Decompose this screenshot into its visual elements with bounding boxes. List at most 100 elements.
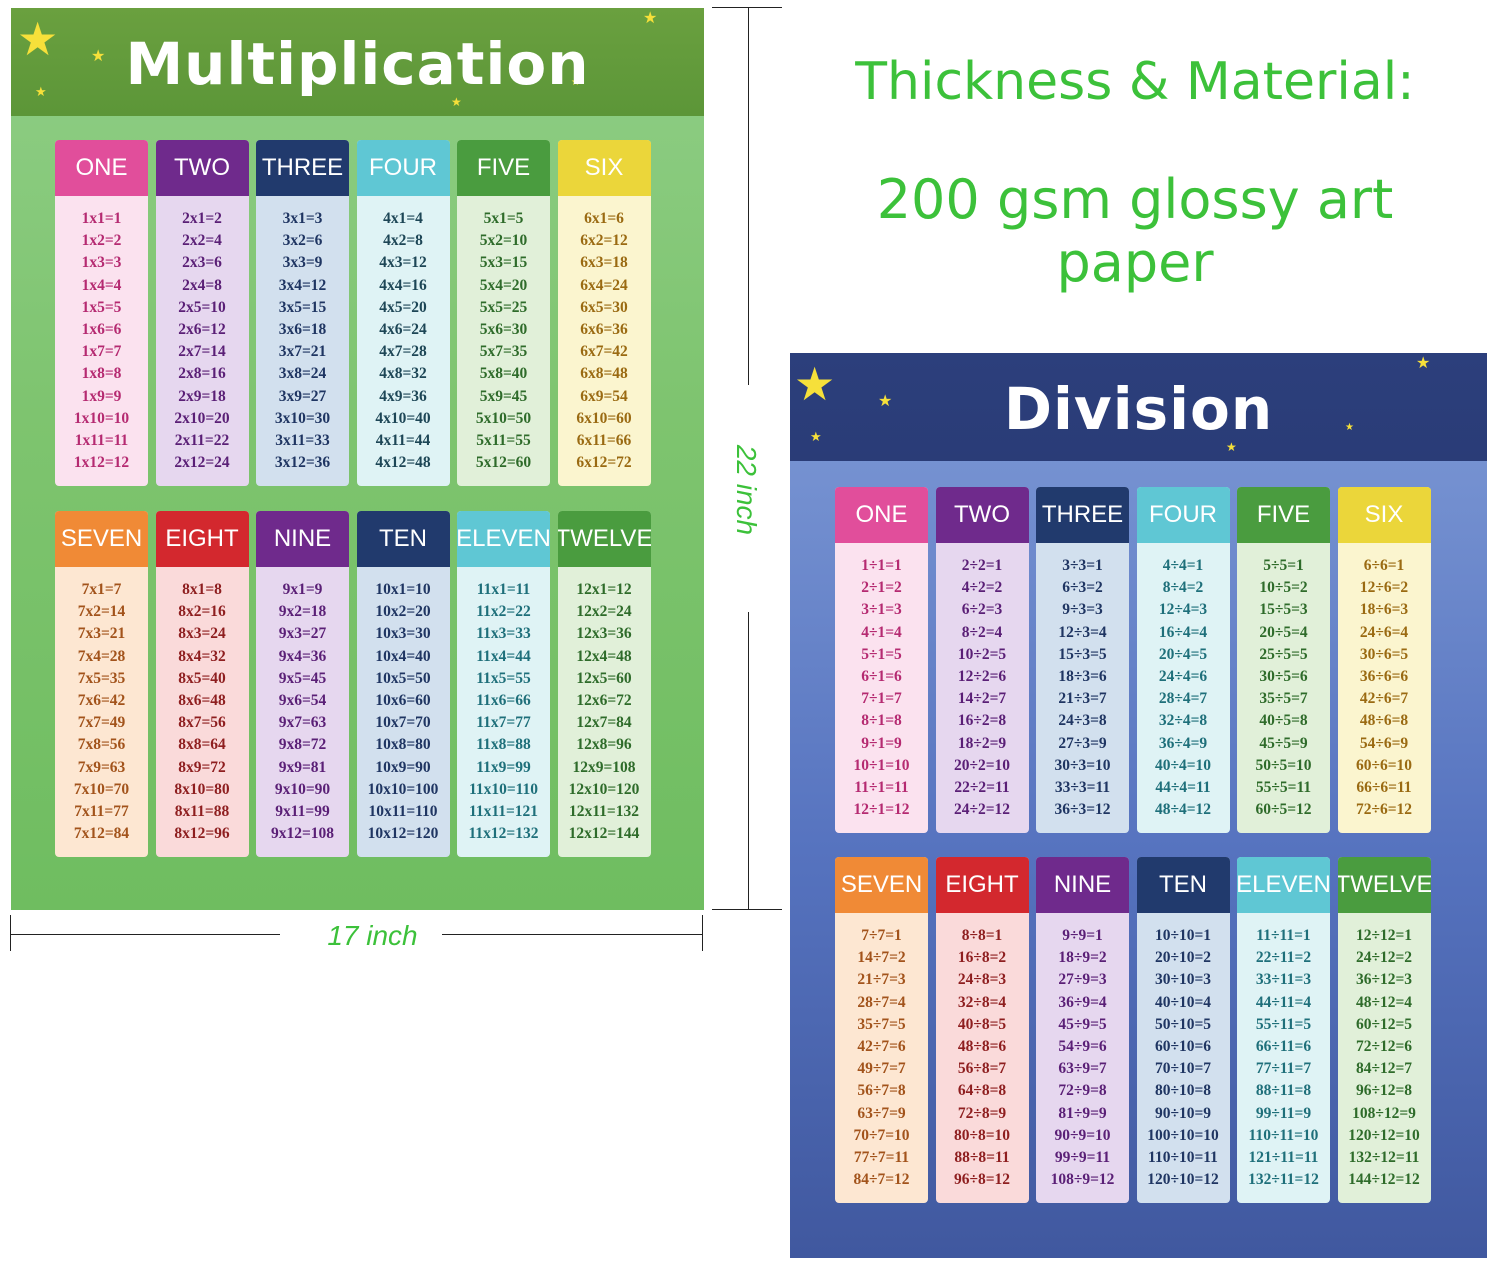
table-fact: 12÷3=4: [1058, 623, 1107, 641]
table-fact: 45÷5=9: [1259, 734, 1308, 752]
table-fact: 120÷12=10: [1348, 1126, 1420, 1144]
table-card-two: TWO 2÷2=1 4÷2=2 6÷2=3 8÷2=4 10÷2=5 12÷2=6 14÷2=…: [935, 487, 1029, 833]
table-fact: 12÷12=1: [1355, 927, 1413, 944]
table-fact: 4÷1=4: [861, 623, 902, 641]
table-fact: 12x4=48: [576, 647, 632, 665]
table-fact: 6x11=66: [576, 432, 632, 450]
table-card-five: FIVE 5÷5=1 10÷5=2 15÷5=3 20÷5=4 25÷5=5 30÷5=6 3…: [1237, 487, 1330, 833]
table-fact: 22÷2=11: [954, 779, 1010, 797]
table-fact: 3x2=6: [282, 232, 323, 250]
division-header: ★ ★ ★ ★ ★ ★ Division: [790, 353, 1487, 461]
table-fact: 54÷9=6: [1058, 1038, 1107, 1056]
table-card-header: FIVE: [457, 140, 550, 196]
table-card-body: 4÷4=1 8÷4=2 12÷4=3 16÷4=4 20÷4=5 24÷4=6 28÷4=7…: [1137, 543, 1230, 833]
star-icon: ★: [794, 357, 836, 411]
table-fact: 3x3=9: [282, 254, 323, 272]
table-card-body: 11÷11=1 22÷11=2 33÷11=3 44÷11=4 55÷11=5 66÷11…: [1237, 913, 1330, 1203]
table-card-eight: EIGHT 8x1=8 8x2=16 8x3=24 8x4=32 8x5=40 8x6=48…: [155, 511, 249, 857]
table-fact: 4x5=20: [379, 298, 427, 316]
table-fact: 11x1=11: [476, 581, 531, 598]
table-fact: 24÷8=3: [957, 971, 1007, 989]
table-fact: 8x2=16: [178, 603, 226, 621]
table-fact: 2x6=12: [178, 321, 226, 339]
table-fact: 4x10=40: [375, 409, 431, 427]
table-fact: 15÷3=5: [1058, 645, 1107, 663]
table-fact: 10x8=80: [375, 736, 431, 754]
table-fact: 5x8=40: [479, 365, 528, 383]
table-fact: 9x2=18: [278, 603, 327, 621]
table-fact: 8x5=40: [178, 669, 226, 687]
table-fact: 8x4=32: [178, 647, 226, 665]
table-fact: 5x2=10: [479, 232, 528, 250]
table-card-body: 3÷3=1 6÷3=2 9÷3=3 12÷3=4 15÷3=5 18÷3=6 21÷3=7 2…: [1036, 543, 1129, 833]
table-fact: 21÷7=3: [857, 971, 906, 989]
table-fact: 9x7=63: [278, 714, 327, 732]
table-fact: 5x1=5: [483, 210, 524, 227]
table-fact: 64÷8=8: [957, 1082, 1007, 1100]
table-fact: 4÷2=2: [961, 579, 1003, 597]
table-fact: 3x4=12: [278, 276, 327, 294]
table-fact: 10x5=50: [375, 669, 431, 687]
table-card-header: TWO: [935, 487, 1029, 543]
table-fact: 44÷4=11: [1155, 779, 1211, 797]
table-fact: 48÷6=8: [1359, 712, 1409, 730]
table-fact: 2x1=2: [182, 210, 222, 227]
table-fact: 2x11=22: [174, 432, 230, 450]
star-icon: ★: [643, 8, 658, 27]
table-fact: 8÷4=2: [1162, 579, 1204, 597]
table-fact: 120÷10=12: [1147, 1171, 1219, 1189]
table-fact: 11x6=66: [476, 692, 531, 710]
table-fact: 4x4=16: [379, 276, 427, 294]
table-fact: 9x6=54: [278, 692, 327, 710]
table-fact: 3÷1=3: [861, 601, 902, 619]
table-card-one: ONE 1÷1=1 2÷1=2 3÷1=3 4÷1=4 5÷1=5 6÷1=6 7÷1=7 8÷…: [835, 487, 928, 833]
table-fact: 2x12=24: [174, 454, 230, 472]
table-fact: 72÷9=8: [1058, 1082, 1107, 1100]
table-card-body: 8x1=8 8x2=16 8x3=24 8x4=32 8x5=40 8x6=48 8x7=5…: [156, 567, 249, 857]
table-card-body: 10÷10=1 20÷10=2 30÷10=3 40÷10=4 50÷10=5 60÷10…: [1137, 913, 1230, 1203]
table-fact: 56÷7=8: [857, 1082, 906, 1100]
table-fact: 110÷11=10: [1248, 1126, 1319, 1144]
table-fact: 10x3=30: [375, 625, 431, 643]
multiplication-poster: ★ ★ ★ ★ ★ ★ Multiplication ONE 1x1=1 1x2=2…: [11, 8, 704, 910]
table-card-four: FOUR 4x1=4 4x2=8 4x3=12 4x4=16 4x5=20 4x6=24 4x…: [356, 140, 450, 486]
table-fact: 11x10=110: [468, 780, 539, 798]
table-fact: 12x8=96: [576, 736, 632, 754]
table-card-twelve: TWELVE 12÷12=1 24÷12=2 36÷12=3 48÷12=4 60÷12=…: [1337, 857, 1431, 1203]
table-fact: 12x6=72: [576, 692, 632, 710]
table-fact: 3x10=30: [274, 409, 331, 427]
table-fact: 42÷7=6: [857, 1038, 906, 1056]
table-fact: 9x5=45: [278, 669, 327, 687]
table-fact: 132÷11=12: [1248, 1171, 1319, 1189]
table-fact: 5÷1=5: [861, 645, 902, 663]
table-fact: 2x8=16: [178, 365, 226, 383]
table-card-body: 12x1=12 12x2=24 12x3=36 12x4=48 12x5=60 12x6=…: [558, 567, 651, 857]
table-fact: 11x12=132: [468, 825, 539, 843]
table-fact: 11÷11=1: [1256, 927, 1311, 944]
table-fact: 54÷6=9: [1359, 734, 1409, 752]
table-card-header: SEVEN: [55, 511, 148, 567]
width-dimension-label: 17 inch: [327, 920, 418, 951]
table-fact: 7x4=28: [77, 647, 126, 665]
table-fact: 40÷5=8: [1259, 712, 1308, 730]
table-fact: 12x12=144: [568, 825, 640, 843]
table-fact: 12÷2=6: [957, 668, 1007, 686]
table-card-header: FOUR: [356, 140, 450, 196]
table-fact: 27÷3=9: [1058, 734, 1107, 752]
table-card-header: SIX: [1337, 487, 1431, 543]
table-fact: 12x11=132: [569, 803, 639, 821]
table-fact: 12x1=12: [576, 581, 632, 598]
table-fact: 8x10=80: [174, 780, 230, 798]
table-fact: 6x3=18: [580, 254, 628, 272]
height-dimension-label: 22 inch: [731, 444, 762, 536]
table-fact: 5x7=35: [479, 343, 528, 361]
table-fact: 10x12=120: [367, 825, 439, 843]
table-fact: 66÷11=6: [1255, 1038, 1312, 1056]
table-fact: 5÷5=1: [1263, 557, 1304, 574]
table-fact: 10x1=10: [375, 581, 431, 598]
table-fact: 7x5=35: [77, 669, 126, 687]
table-card-body: 5÷5=1 10÷5=2 15÷5=3 20÷5=4 25÷5=5 30÷5=6 35÷5=…: [1237, 543, 1330, 833]
height-dimension-bottom-tick: [712, 909, 782, 910]
table-fact: 7÷7=1: [861, 927, 902, 944]
table-fact: 12x5=60: [576, 669, 632, 687]
